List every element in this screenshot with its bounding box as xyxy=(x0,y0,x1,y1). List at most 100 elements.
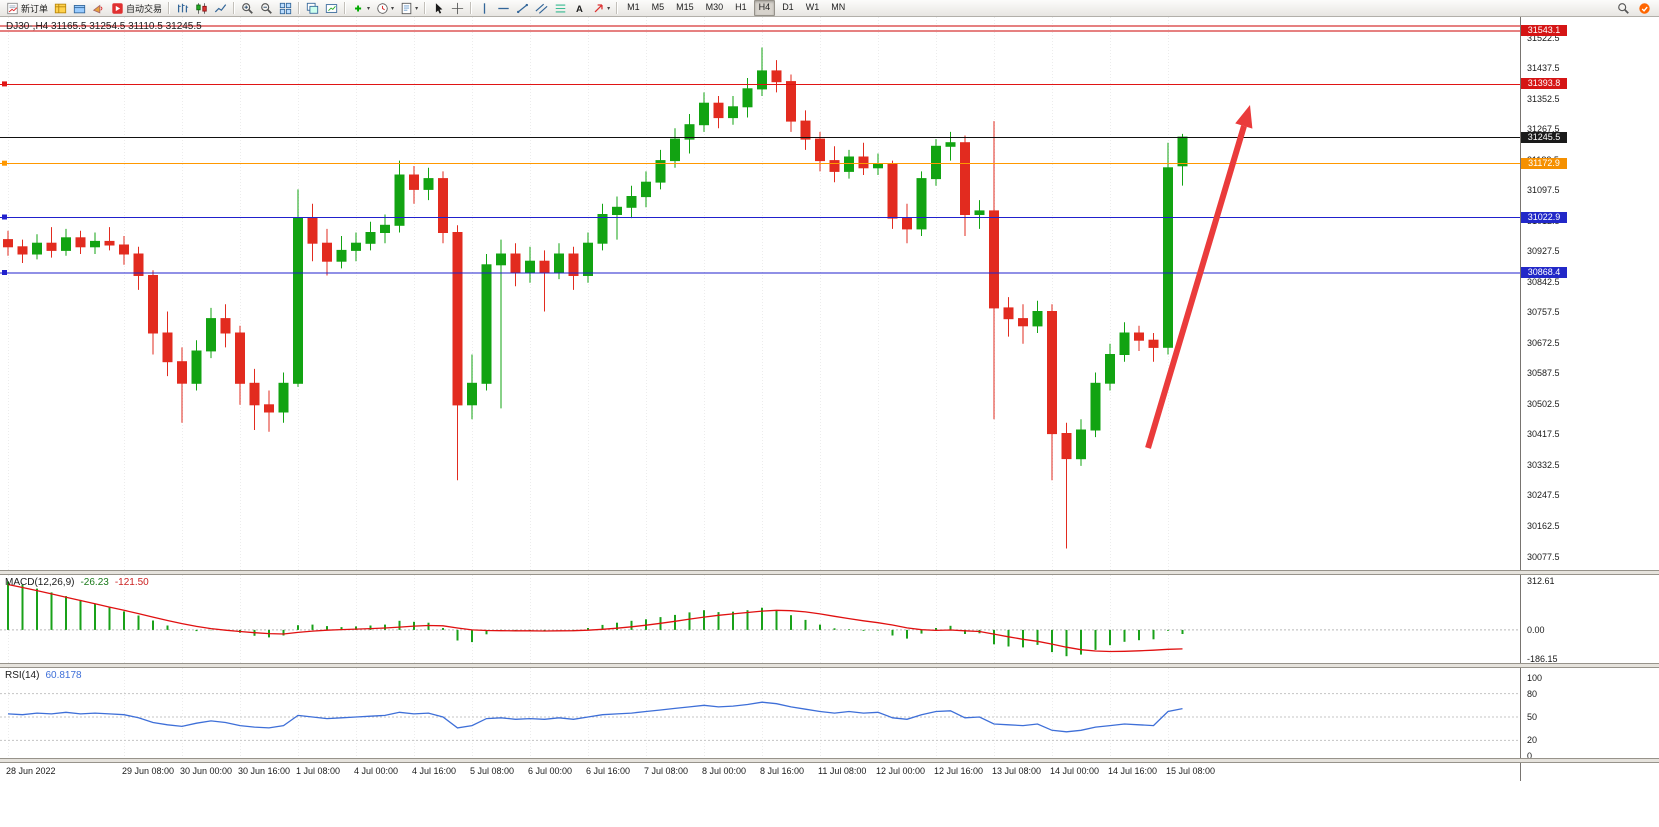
periods-icon xyxy=(377,2,388,14)
time-axis-label: 11 Jul 08:00 xyxy=(818,766,867,776)
arrows-button[interactable]: ▾ xyxy=(589,0,613,17)
tile-windows-button[interactable] xyxy=(276,0,295,17)
axis-tick-label: 0 xyxy=(1527,751,1533,761)
arrange-icon xyxy=(306,2,319,14)
time-axis-label: 7 Jul 08:00 xyxy=(644,766,689,776)
panel-divider[interactable] xyxy=(0,758,1659,763)
community-button[interactable] xyxy=(1635,0,1654,17)
rsi-value: 60.8178 xyxy=(45,670,82,681)
timeframe-h4-button[interactable]: H4 xyxy=(753,0,776,16)
crosshair-button[interactable] xyxy=(448,0,467,17)
fibo-icon xyxy=(555,4,566,12)
trendline-button[interactable] xyxy=(513,0,532,17)
line-chart-button[interactable] xyxy=(211,0,230,17)
time-axis-label: 15 Jul 08:00 xyxy=(1166,766,1216,776)
cursor-button[interactable] xyxy=(429,0,448,17)
panel-divider[interactable] xyxy=(0,663,1659,668)
zoomin-icon xyxy=(242,2,253,14)
axis-tick-label: 30417.5 xyxy=(1527,429,1560,440)
time-axis-label: 5 Jul 08:00 xyxy=(470,766,515,776)
channel-button[interactable] xyxy=(532,0,551,17)
timeframe-m1-button[interactable]: M1 xyxy=(627,2,640,12)
axis-tick-label: 50 xyxy=(1527,712,1538,722)
zoom-out-button[interactable] xyxy=(257,0,276,17)
toolbar: 新订单 自动交易 ▾ ▾ ▾ A ▾ M1 M5 M15 M30 H1 H4 D1 W1 MN xyxy=(0,0,1659,17)
periods-button[interactable]: ▾ xyxy=(373,0,397,17)
new-order-label: 新订单 xyxy=(21,3,49,14)
alerts-button[interactable] xyxy=(89,0,108,17)
timeframe-m30-button[interactable]: M30 xyxy=(705,2,724,12)
trend-arrow-annotation[interactable] xyxy=(1145,125,1247,449)
toolbar-separator xyxy=(298,2,301,14)
trendline-icon xyxy=(517,3,529,13)
toolbar-separator xyxy=(233,2,236,14)
arrows-icon xyxy=(594,3,603,12)
toolbar-separator xyxy=(168,2,171,14)
axis-tick-label: 31267.5 xyxy=(1527,124,1560,135)
time-axis[interactable]: 28 Jun 2022 29 Jun 08:00 30 Jun 00:00 30 Ju… xyxy=(0,763,1659,781)
rsi-line xyxy=(7,701,1183,733)
auto-arrange-button[interactable] xyxy=(322,0,341,17)
timeframe-mn-button[interactable]: MN xyxy=(831,2,846,12)
price-chart[interactable] xyxy=(0,17,1520,570)
tile-icon xyxy=(279,2,292,14)
line-handle[interactable] xyxy=(2,81,7,87)
macd-panel[interactable] xyxy=(0,575,1520,663)
price-line-label: 31022.9 xyxy=(1521,211,1567,223)
timeframe-w1-button[interactable]: W1 xyxy=(805,2,820,12)
timeframe-d1-button[interactable]: D1 xyxy=(782,2,794,12)
dropdown-arrow-icon[interactable]: ▾ xyxy=(607,5,611,12)
axis-tick-label: 20 xyxy=(1527,735,1538,746)
text-label-button[interactable]: A xyxy=(570,0,589,17)
line-handle[interactable] xyxy=(2,214,7,220)
time-axis-label: 4 Jul 16:00 xyxy=(412,766,457,776)
profiles-button[interactable] xyxy=(70,0,89,17)
timeframe-m5-button[interactable]: M5 xyxy=(651,2,665,12)
toolbar-separator xyxy=(470,2,473,14)
arrange-charts-button[interactable] xyxy=(303,0,322,17)
svg-text:A: A xyxy=(576,3,583,14)
search-button[interactable] xyxy=(1614,0,1633,17)
timeframe-m15-button[interactable]: M15 xyxy=(676,2,694,12)
rsi-panel[interactable] xyxy=(0,668,1520,758)
bar-chart-button[interactable] xyxy=(173,0,192,17)
time-axis-label: 12 Jul 16:00 xyxy=(934,766,984,776)
dropdown-arrow-icon[interactable]: ▾ xyxy=(367,5,371,12)
channel-icon xyxy=(535,3,548,14)
axis-tick-label: 31522.5 xyxy=(1527,32,1560,43)
axis-tick-label: 30672.5 xyxy=(1527,337,1560,348)
templates-button[interactable]: ▾ xyxy=(397,0,421,17)
timeframe-h1-button[interactable]: H1 xyxy=(735,2,747,12)
axis-tick-label: 30842.5 xyxy=(1527,276,1560,287)
auto-trading-button[interactable]: 自动交易 xyxy=(108,0,165,17)
axis-tick-label: 30757.5 xyxy=(1527,307,1560,318)
charts-grid-button[interactable] xyxy=(51,0,70,17)
panel-divider[interactable] xyxy=(0,570,1659,575)
time-axis-label: 1 Jul 08:00 xyxy=(296,766,341,776)
new-order-button[interactable]: 新订单 xyxy=(3,0,51,17)
axis-tick-label: -186.15 xyxy=(1527,654,1558,664)
trend-arrow-head xyxy=(1235,105,1253,129)
price-line-label: 31543.1 xyxy=(1521,24,1567,36)
macd-header: MACD(12,26,9) -26.23 -121.50 xyxy=(5,577,149,588)
axis-tick-label: 30247.5 xyxy=(1527,490,1560,501)
indicators-button[interactable]: ▾ xyxy=(349,0,373,17)
line-handle[interactable] xyxy=(2,160,7,166)
neworder-icon xyxy=(7,2,18,14)
axis-tick-label: 30332.5 xyxy=(1527,459,1560,470)
line-handle[interactable] xyxy=(2,270,7,275)
time-axis-label: 6 Jul 00:00 xyxy=(528,766,573,776)
time-axis-label: 14 Jul 00:00 xyxy=(1050,766,1100,776)
chart-symbol-header: DJ30-,H4 31165.5 31254.5 31110.5 31245.5 xyxy=(6,21,202,32)
vertical-line-button[interactable] xyxy=(475,0,494,17)
dropdown-arrow-icon[interactable]: ▾ xyxy=(415,5,419,12)
dropdown-arrow-icon[interactable]: ▾ xyxy=(391,5,395,12)
fibonacci-button[interactable] xyxy=(551,0,570,17)
indicators-icon xyxy=(355,4,362,12)
bars-icon xyxy=(178,3,189,12)
axis-tick-label: 100 xyxy=(1527,673,1543,683)
zoom-in-button[interactable] xyxy=(238,0,257,17)
horizontal-line-button[interactable] xyxy=(494,0,513,17)
candlestick-chart-button[interactable] xyxy=(192,0,211,17)
